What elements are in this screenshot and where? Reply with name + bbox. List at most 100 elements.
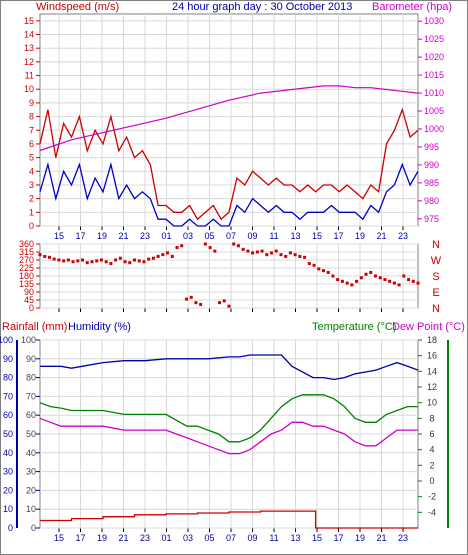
panel1-xtick-label-5: 01: [161, 231, 171, 241]
dir-point-64: [340, 279, 344, 283]
temperature-axis-label: Temperature (°C): [312, 321, 396, 333]
baro-ytick-label-5: 1000: [424, 124, 444, 134]
gust-line: [39, 107, 419, 221]
panel3-xtick-label-10: 11: [269, 533, 278, 543]
dir-point-50: [274, 249, 278, 253]
hum-ytick-label-1: 10: [26, 504, 36, 514]
temp-ytick-label-10: 16: [427, 351, 437, 361]
compass-label-3: E: [432, 287, 439, 299]
panel1-xtick-label-3: 21: [118, 231, 128, 241]
baro-ytick-label-6: 1005: [424, 106, 444, 116]
dir-point-31: [184, 297, 188, 301]
temp-ytick-label-6: 8: [429, 413, 434, 423]
panel3-xtick-label-11: 13: [290, 533, 300, 543]
panel1-xtick-label-10: 11: [269, 231, 278, 241]
panel3-xtick-label-1: 17: [75, 533, 85, 543]
dir-point-32: [189, 295, 193, 299]
baro-ytick-label-0: 975: [424, 214, 439, 224]
hum-ytick-label-0: 0: [31, 523, 36, 533]
dir-point-40: [227, 304, 231, 308]
dir-point-52: [284, 254, 288, 258]
baro-ytick-label-4: 995: [424, 142, 439, 152]
panel1-xtick-label-14: 19: [355, 231, 365, 241]
wind-baro-panel: 0123456789101112131415975980985990995100…: [24, 13, 444, 241]
dir-point-18: [123, 260, 127, 264]
dir-point-21: [137, 259, 141, 263]
dir-point-17: [118, 256, 122, 260]
rain-ytick-label-5: 50: [3, 429, 13, 439]
wind-ytick-label-10: 10: [24, 84, 34, 94]
dir-point-7: [71, 260, 75, 264]
wind-ytick-label-1: 1: [29, 207, 34, 217]
panel1-xtick-label-9: 09: [247, 231, 257, 241]
chart-title: 24 hour graph day : 30 October 2013: [172, 1, 352, 13]
dir-point-2: [47, 255, 51, 259]
dir-point-33: [194, 301, 198, 305]
dir-point-79: [411, 279, 415, 283]
dir-point-65: [345, 281, 349, 285]
panel1-xtick-label-11: 13: [290, 231, 300, 241]
dir-point-15: [109, 262, 113, 266]
panel3-xtick-label-8: 07: [226, 533, 236, 543]
hum-ytick-label-8: 80: [26, 373, 36, 383]
baro-ytick-label-7: 1010: [424, 88, 444, 98]
dir-point-54: [293, 253, 297, 257]
dir-point-23: [147, 257, 151, 261]
dir-ytick-label-8: 360: [19, 239, 34, 249]
wind-ytick-label-13: 13: [24, 43, 34, 53]
dir-point-75: [392, 281, 396, 285]
panel1-frame: [39, 13, 419, 227]
dir-point-8: [76, 259, 80, 263]
humidity-line: [40, 354, 419, 381]
dir-point-60: [322, 269, 325, 273]
rain-humidity-temp-panel: 0102030405060708090100010203040506070809…: [0, 335, 449, 543]
dir-point-9: [81, 258, 85, 262]
temp-ytick-label-4: 4: [429, 445, 434, 455]
baro-ytick-label-9: 1020: [424, 52, 444, 62]
temp-ytick-label-0: -4: [428, 507, 436, 517]
dir-point-68: [359, 276, 363, 280]
dir-point-58: [312, 263, 316, 267]
dir-point-62: [331, 274, 335, 278]
panel3-xtick-label-3: 21: [118, 533, 128, 543]
dir-ytick-label-0: 0: [29, 303, 34, 313]
dir-point-66: [350, 283, 354, 287]
panel3-xtick-label-13: 17: [333, 533, 343, 543]
dir-point-10: [85, 261, 89, 265]
panel3-xtick-label-16: 23: [398, 533, 408, 543]
dir-point-76: [397, 283, 401, 287]
dir-point-30: [180, 244, 184, 248]
dir-point-42: [236, 244, 240, 248]
dewpoint-axis-label: Dew Point (°C): [392, 321, 465, 333]
dir-ytick-label-6: 270: [19, 255, 34, 265]
dir-point-38: [218, 301, 222, 305]
hum-ytick-label-4: 40: [26, 448, 36, 458]
dir-point-35: [203, 242, 207, 246]
dir-ytick-label-1: 45: [24, 295, 34, 305]
dir-point-20: [133, 258, 136, 262]
rain-ytick-label-7: 70: [3, 391, 13, 401]
rain-ytick-label-6: 60: [3, 410, 13, 420]
dir-point-72: [378, 276, 382, 280]
wind-axis-label: Windspeed (m/s): [36, 1, 119, 13]
hum-ytick-label-2: 20: [26, 485, 36, 495]
dir-point-24: [151, 256, 155, 260]
compass-label-4: N: [432, 303, 440, 315]
panel1-xtick-label-2: 19: [97, 231, 107, 241]
baro-ytick-label-8: 1015: [424, 70, 444, 80]
baro-axis-label: Barometer (hpa): [372, 1, 452, 13]
panel3-xtick-label-9: 09: [247, 533, 257, 543]
wind-ytick-label-14: 14: [24, 30, 34, 40]
panel1-xtick-label-12: 15: [312, 231, 322, 241]
baro-ytick-label-3: 990: [424, 160, 439, 170]
wind-ytick-label-7: 7: [29, 125, 34, 135]
temp-line: [39, 394, 418, 443]
rain-ytick-label-4: 40: [3, 448, 13, 458]
hum-ytick-label-7: 70: [26, 391, 36, 401]
dir-point-3: [52, 257, 56, 261]
dir-point-49: [270, 251, 274, 255]
dir-point-16: [114, 258, 118, 262]
dir-point-56: [303, 255, 307, 259]
